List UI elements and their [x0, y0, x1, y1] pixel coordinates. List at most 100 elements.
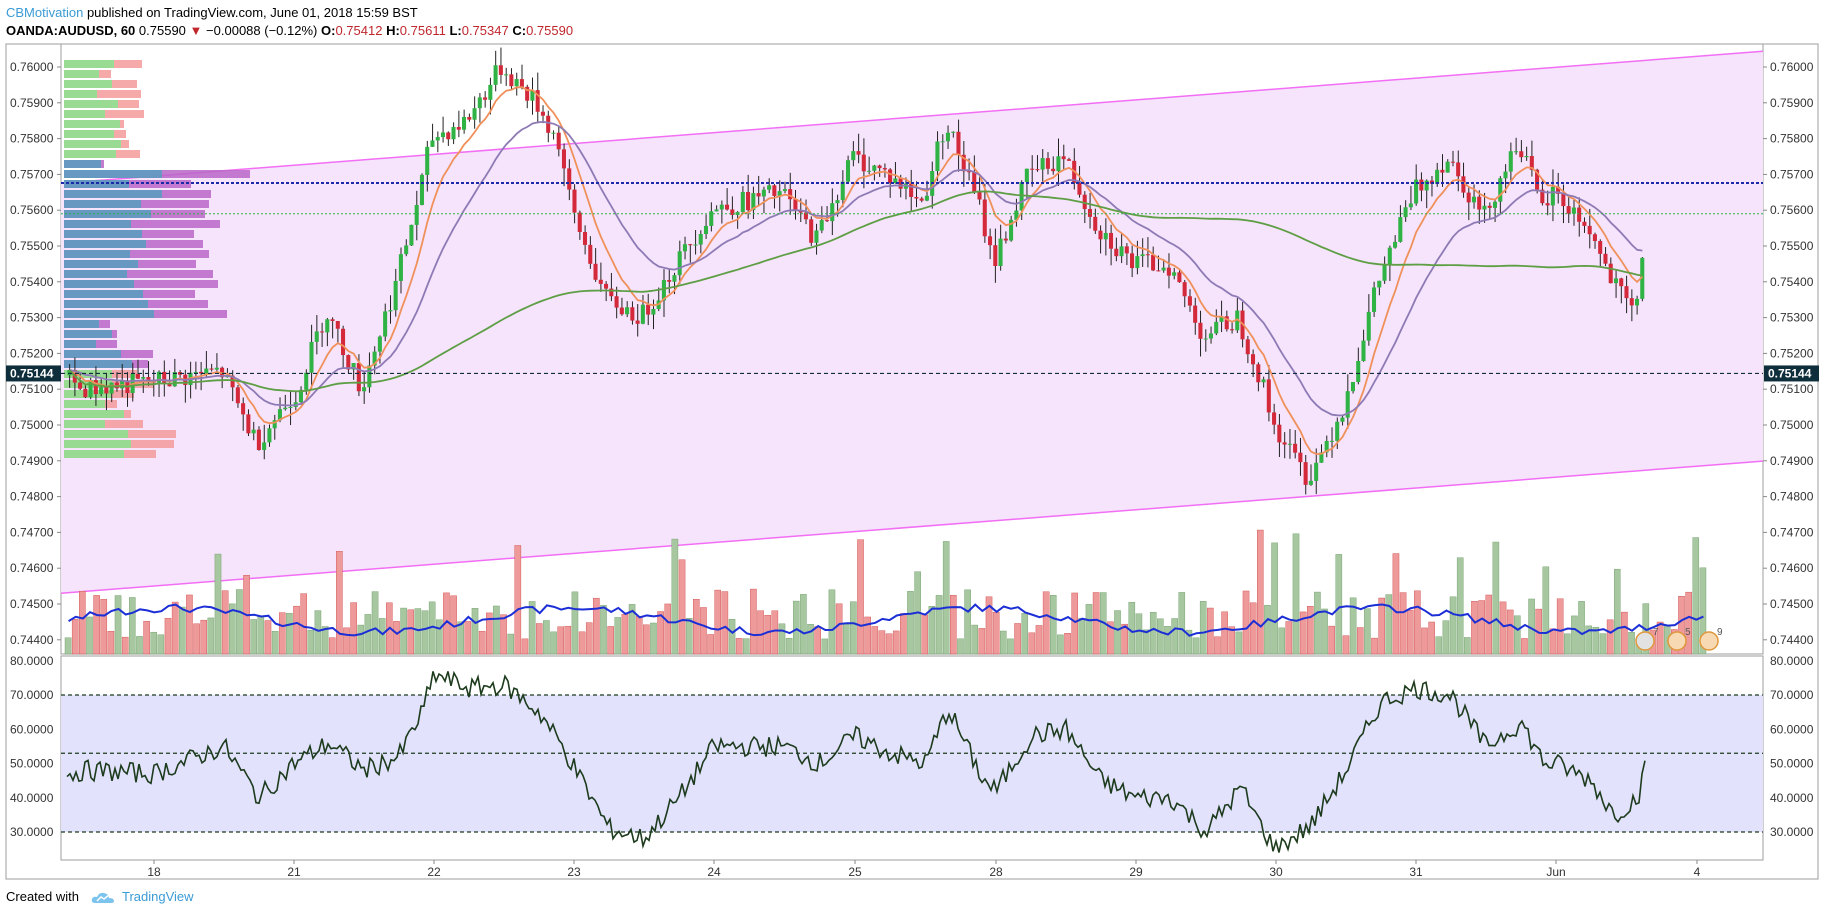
candle-body: [756, 193, 761, 197]
volume-bar: [892, 630, 900, 655]
tradingview-cloud-icon[interactable]: [91, 891, 115, 905]
candle-body: [262, 442, 267, 451]
volume-bar: [1685, 591, 1692, 655]
volume-bar: [1299, 611, 1307, 655]
candle-body: [556, 132, 561, 150]
candle-body: [419, 174, 424, 205]
volume-bar: [957, 638, 964, 655]
event-badge-icon[interactable]: [1699, 631, 1719, 651]
volume-bar: [1378, 597, 1385, 655]
candle-body: [430, 140, 435, 147]
volume-profile-bar-inner: [64, 300, 148, 308]
volume-bar: [228, 603, 236, 655]
candle-body: [625, 307, 630, 315]
x-tick-label: 25: [848, 865, 862, 879]
candle-body: [1287, 443, 1292, 445]
volume-bar: [992, 612, 1000, 655]
volume-profile-bar-inner: [64, 440, 131, 448]
candle-body: [956, 131, 961, 155]
volume-bar: [378, 618, 386, 655]
symbol-label[interactable]: OANDA:AUDUSD, 60: [6, 23, 136, 38]
candle-body: [851, 151, 856, 161]
candle-body: [141, 377, 146, 379]
volume-bar: [1192, 637, 1200, 655]
candle-body: [109, 382, 114, 394]
volume-bar: [1571, 615, 1578, 655]
x-tick-label: 23: [567, 865, 581, 879]
candle-body: [1387, 247, 1392, 265]
candle-body: [1340, 417, 1345, 422]
event-badge-icon[interactable]: [1667, 631, 1687, 651]
y-tick-label-left: 0.74600: [10, 561, 54, 575]
candle-body: [1529, 156, 1534, 170]
volume-profile-bar-inner: [64, 390, 112, 398]
candle-body: [572, 189, 577, 213]
channel-lower-line[interactable]: [60, 460, 1764, 594]
volume-bar: [121, 636, 129, 655]
volume-bar: [1564, 633, 1571, 655]
channel-upper-line[interactable]: [83, 50, 1764, 183]
published-text: published on TradingView.com, June 01, 2…: [86, 5, 418, 20]
candle-body: [319, 331, 325, 333]
candle-body: [1613, 278, 1618, 284]
candle-body: [1298, 452, 1303, 463]
candle-body: [1177, 272, 1182, 283]
close-value: 0.75590: [526, 23, 574, 38]
candle-body: [1398, 217, 1403, 242]
price-tag-text-right: 0.75144: [1768, 366, 1812, 380]
candle-body: [888, 169, 893, 184]
candle-body: [1445, 161, 1450, 173]
candle-body: [1498, 178, 1503, 202]
candle-body: [672, 275, 677, 282]
candle-body: [1009, 219, 1014, 241]
candle-body: [504, 74, 509, 76]
candle-body: [435, 137, 440, 141]
candle-body: [593, 263, 598, 280]
volume-profile-bar-inner: [64, 180, 129, 188]
volume-profile-bar-inner: [64, 330, 112, 338]
candle-body: [919, 198, 924, 201]
volume-bar: [985, 596, 993, 655]
candle-body: [1103, 232, 1108, 240]
volume-bar: [885, 633, 893, 655]
author-link[interactable]: CBMotivation: [6, 5, 84, 20]
candle-body: [288, 406, 293, 408]
volume-bar: [214, 553, 222, 655]
candle-body: [1156, 270, 1161, 272]
candle-body: [1408, 203, 1413, 208]
candle-body: [272, 420, 277, 429]
volume-bar: [735, 638, 743, 655]
volume-bar: [1435, 636, 1443, 655]
volume-bar: [350, 602, 357, 655]
volume-bar: [1235, 631, 1243, 655]
tradingview-link[interactable]: TradingView: [122, 889, 194, 904]
candle-body: [530, 90, 535, 101]
volume-bar: [785, 638, 793, 655]
candle-body: [1592, 234, 1597, 242]
candle-body: [1556, 186, 1561, 194]
candle-body: [1382, 264, 1387, 281]
volume-bar: [1613, 568, 1621, 655]
volume-bar: [971, 624, 979, 655]
volume-bar: [414, 608, 422, 655]
candle-body: [1524, 156, 1529, 158]
candle-body: [935, 141, 940, 172]
candle-body: [1477, 196, 1482, 210]
candle-body: [630, 307, 635, 321]
candle-body: [898, 178, 903, 189]
event-badge-icon[interactable]: [1635, 631, 1655, 651]
candle-body: [1035, 169, 1040, 171]
y-tick-label-right: 0.74800: [1770, 490, 1814, 504]
event-badge-count: 7: [1653, 627, 1659, 638]
x-tick-label: 30: [1269, 865, 1283, 879]
volume-bar: [557, 626, 564, 655]
volume-bar: [678, 559, 686, 655]
volume-bar: [207, 617, 215, 655]
candle-body: [1272, 412, 1277, 425]
volume-bar: [585, 622, 593, 655]
candle-body: [1235, 310, 1240, 331]
x-tick-label: 24: [707, 865, 721, 879]
candle-body: [483, 97, 488, 100]
candle-body: [1172, 272, 1177, 276]
